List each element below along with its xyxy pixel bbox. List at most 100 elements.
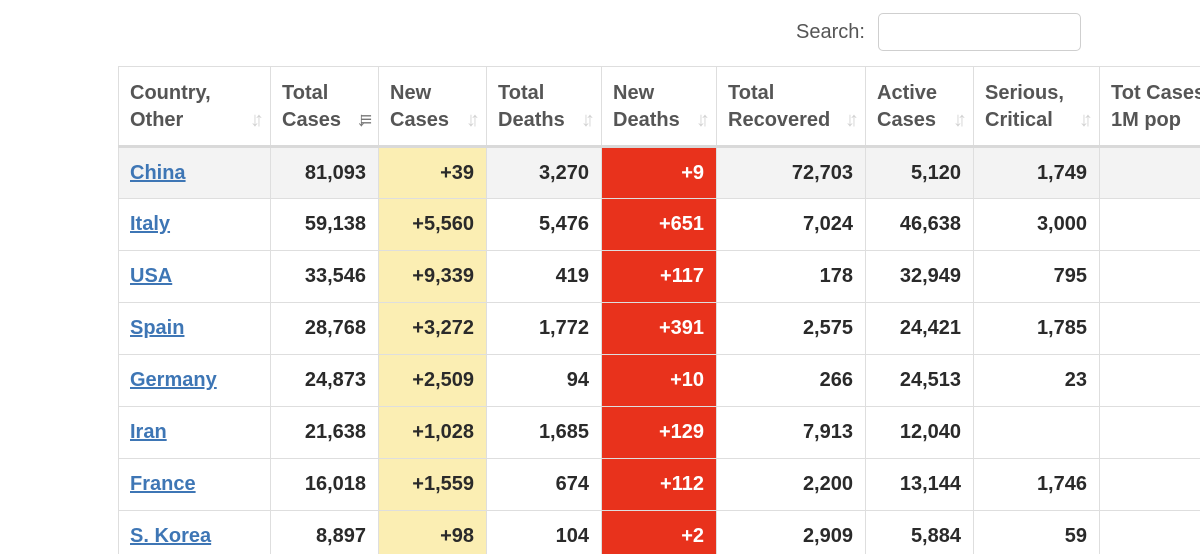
cell-total-cases: 24,873 (270, 354, 379, 407)
cell-country: S. Korea (118, 510, 271, 554)
column-header-new-cases[interactable]: New Cases ↓↑ (378, 66, 487, 148)
cell-serious-critical: 3,000 (973, 198, 1100, 251)
search-bar: Search: (796, 12, 1081, 52)
cell-new-cases: +2,509 (378, 354, 487, 407)
column-header-line1: Total (282, 82, 329, 104)
cell-new-deaths: +651 (601, 198, 717, 251)
cell-active-cases: 24,513 (865, 354, 974, 407)
column-header-total-deaths[interactable]: Total Deaths ↓↑ (486, 66, 602, 148)
cell-new-cases: +3,272 (378, 302, 487, 355)
sort-both-icon: ↓↑ (845, 109, 859, 131)
cell-active-cases: 24,421 (865, 302, 974, 355)
table-row: S. Korea 8,897 +98 104 +2 2,909 5,884 59 (118, 510, 1200, 554)
sort-both-icon: ↓↑ (696, 109, 710, 131)
table-container: Country, Other ↓↑ Total Cases ↓≡ New Cases ↓↑ Tot… (118, 66, 1200, 554)
column-header-line2: Cases (390, 109, 449, 131)
column-header-line2: Recovered (728, 109, 831, 131)
cell-active-cases: 32,949 (865, 250, 974, 303)
table-row: China 81,093 +39 3,270 +9 72,703 5,120 1,749 (118, 146, 1200, 199)
cell-active-cases: 5,120 (865, 146, 974, 199)
cell-new-deaths: +9 (601, 146, 717, 199)
cell-new-deaths: +129 (601, 406, 717, 459)
column-header-total-recovered[interactable]: Total Recovered ↓↑ (716, 66, 866, 148)
cell-country: Iran (118, 406, 271, 459)
cell-total-deaths: 1,685 (486, 406, 602, 459)
search-label: Search: (796, 20, 865, 43)
column-header-line1: New (613, 82, 655, 104)
country-link[interactable]: USA (130, 265, 173, 287)
cell-total-recovered: 7,913 (716, 406, 866, 459)
column-header-new-deaths[interactable]: New Deaths ↓↑ (601, 66, 717, 148)
cell-total-cases: 16,018 (270, 458, 379, 511)
cell-total-deaths: 5,476 (486, 198, 602, 251)
cell-active-cases: 13,144 (865, 458, 974, 511)
country-link[interactable]: Spain (130, 317, 185, 339)
cell-tot-cases-1m (1099, 354, 1200, 407)
cell-total-cases: 59,138 (270, 198, 379, 251)
cell-serious-critical: 1,749 (973, 146, 1100, 199)
cell-active-cases: 46,638 (865, 198, 974, 251)
search-input[interactable] (877, 13, 1081, 51)
cell-serious-critical: 59 (973, 510, 1100, 554)
cell-new-cases: +1,559 (378, 458, 487, 511)
cell-country: Spain (118, 302, 271, 355)
column-header-total-cases[interactable]: Total Cases ↓≡ (270, 66, 379, 148)
table-row: Spain 28,768 +3,272 1,772 +391 2,575 24,421 1,7… (118, 302, 1200, 355)
cell-tot-cases-1m (1099, 510, 1200, 554)
column-header-line1: Serious, (985, 82, 1064, 104)
sort-both-icon: ↓↑ (953, 109, 967, 131)
cell-country: USA (118, 250, 271, 303)
cell-serious-critical (973, 406, 1100, 459)
sort-both-icon: ↓↑ (1079, 109, 1093, 131)
cell-total-deaths: 674 (486, 458, 602, 511)
country-link[interactable]: Germany (130, 369, 217, 391)
cell-total-recovered: 7,024 (716, 198, 866, 251)
cell-total-recovered: 178 (716, 250, 866, 303)
column-header-line1: Country, (130, 82, 211, 104)
cell-tot-cases-1m (1099, 146, 1200, 199)
column-header-tot-cases-1m[interactable]: Tot Cases/1M pop (1099, 66, 1200, 148)
cell-tot-cases-1m (1099, 302, 1200, 355)
country-link[interactable]: Italy (130, 213, 171, 235)
stats-table: Country, Other ↓↑ Total Cases ↓≡ New Cases ↓↑ Tot… (118, 66, 1200, 554)
column-header-line2: 1M pop (1111, 109, 1181, 131)
column-header-line1: New (390, 82, 432, 104)
cell-serious-critical: 795 (973, 250, 1100, 303)
column-header-line2: Critical (985, 109, 1053, 131)
cell-tot-cases-1m (1099, 458, 1200, 511)
country-link[interactable]: France (130, 473, 196, 495)
column-header-line2: Cases (877, 109, 936, 131)
cell-new-deaths: +112 (601, 458, 717, 511)
cell-total-cases: 33,546 (270, 250, 379, 303)
column-header-line2: Other (130, 109, 184, 131)
column-header-serious-critical[interactable]: Serious, Critical ↓↑ (973, 66, 1100, 148)
cell-tot-cases-1m (1099, 198, 1200, 251)
cell-serious-critical: 23 (973, 354, 1100, 407)
cell-tot-cases-1m (1099, 250, 1200, 303)
cell-total-recovered: 2,200 (716, 458, 866, 511)
cell-total-deaths: 3,270 (486, 146, 602, 199)
cell-tot-cases-1m (1099, 406, 1200, 459)
sort-both-icon: ↓↑ (581, 109, 595, 131)
cell-total-recovered: 2,575 (716, 302, 866, 355)
column-header-line2: Deaths (613, 109, 680, 131)
cell-country: China (118, 146, 271, 199)
column-header-country[interactable]: Country, Other ↓↑ (118, 66, 271, 148)
cell-total-cases: 28,768 (270, 302, 379, 355)
cell-active-cases: 12,040 (865, 406, 974, 459)
table-row: Italy 59,138 +5,560 5,476 +651 7,024 46,638 3,0… (118, 198, 1200, 251)
cell-total-cases: 21,638 (270, 406, 379, 459)
country-link[interactable]: China (130, 161, 186, 184)
country-link[interactable]: S. Korea (130, 525, 212, 547)
column-header-active-cases[interactable]: Active Cases ↓↑ (865, 66, 974, 148)
cell-total-deaths: 419 (486, 250, 602, 303)
cell-serious-critical: 1,746 (973, 458, 1100, 511)
country-link[interactable]: Iran (130, 421, 167, 443)
cell-new-cases: +1,028 (378, 406, 487, 459)
table-body: China 81,093 +39 3,270 +9 72,703 5,120 1,749 Ita… (118, 146, 1200, 554)
sort-both-icon: ↓↑ (250, 109, 264, 131)
header-row: Country, Other ↓↑ Total Cases ↓≡ New Cases ↓↑ Tot… (118, 66, 1200, 148)
column-header-line2: Cases (282, 109, 341, 131)
column-header-line1: Active (877, 82, 938, 104)
cell-total-recovered: 2,909 (716, 510, 866, 554)
